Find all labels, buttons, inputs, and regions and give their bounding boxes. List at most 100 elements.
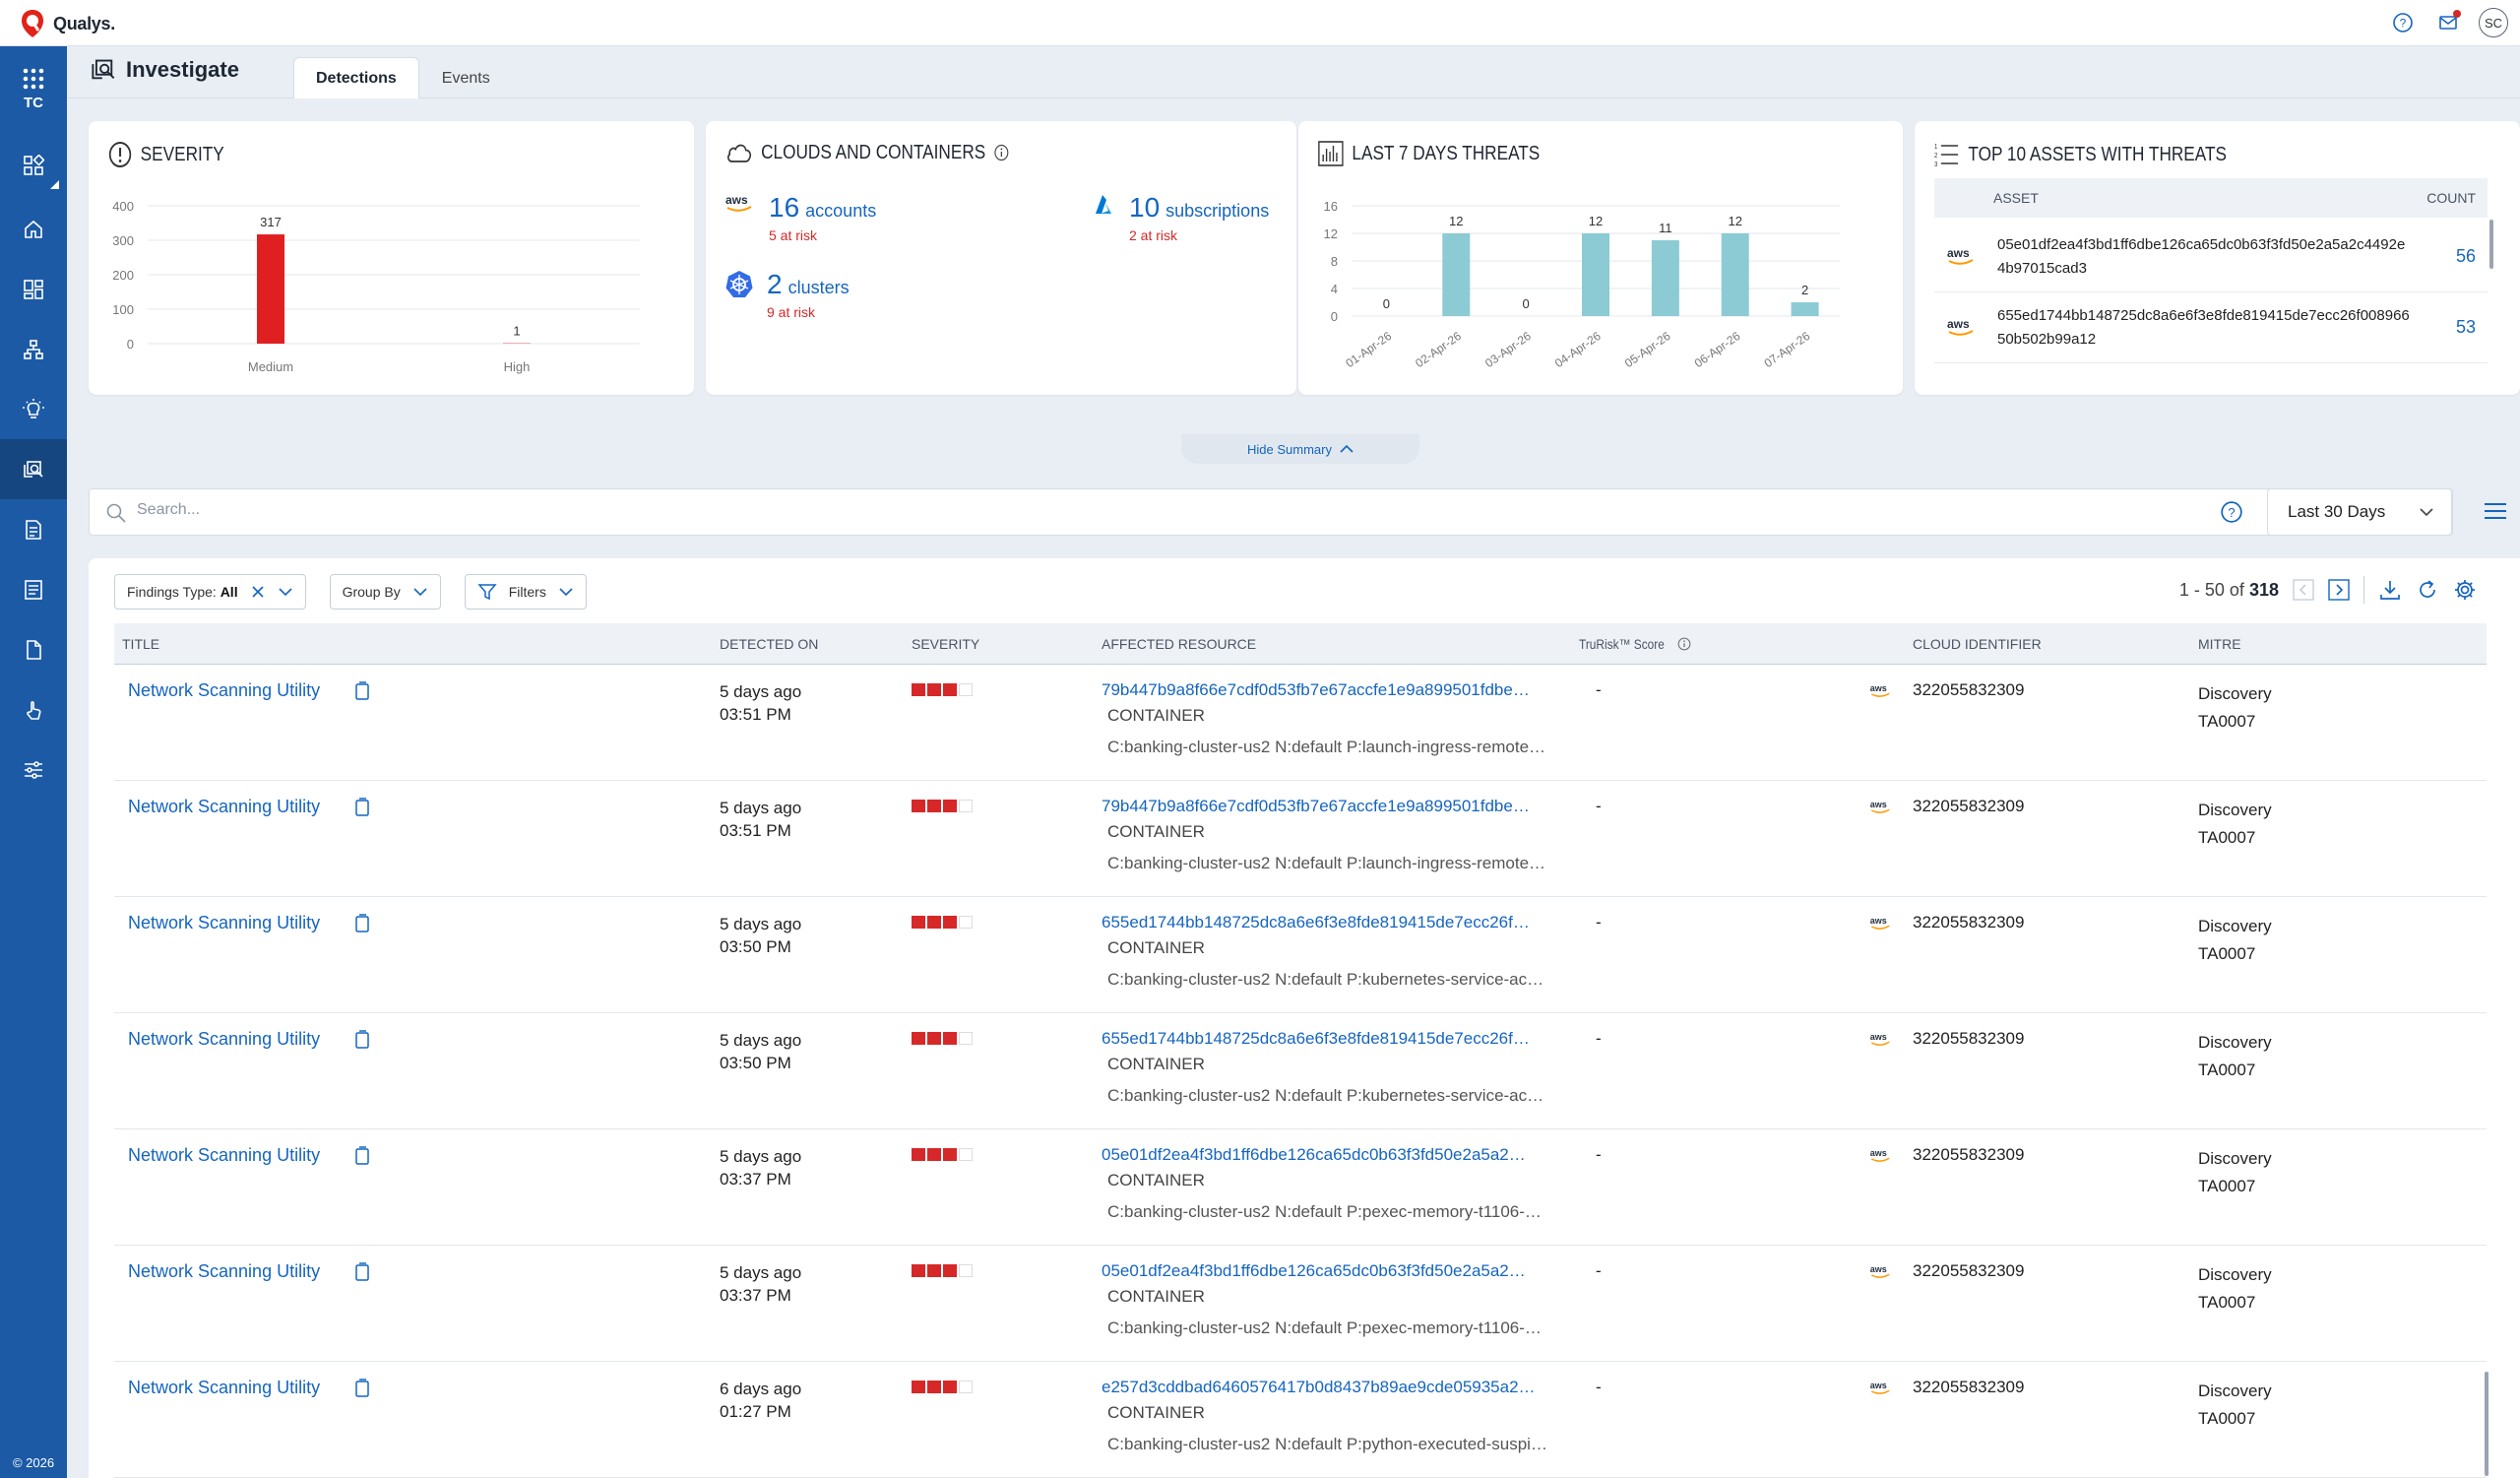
aws-icon: aws xyxy=(1870,916,1890,930)
resource-link[interactable]: 655ed1744bb148725dc8a6e6f3e8fde819415de7… xyxy=(1102,1029,1530,1048)
finding-title-link[interactable]: Network Scanning Utility xyxy=(128,1378,321,1397)
previous-page-icon[interactable] xyxy=(2293,579,2314,601)
sidebar-item-widgets[interactable] xyxy=(0,259,67,319)
copy-icon[interactable] xyxy=(353,798,371,817)
sidebar-item-documents[interactable] xyxy=(0,619,67,679)
sidebar-item-settings[interactable] xyxy=(0,739,67,800)
sidebar-item-dashboard[interactable] xyxy=(0,132,67,199)
search-input[interactable] xyxy=(137,501,2007,519)
tab-detections[interactable]: Detections xyxy=(293,57,419,98)
clear-icon[interactable] xyxy=(250,584,266,600)
table-row[interactable]: Network Scanning Utility 5 days ago 03:5… xyxy=(114,897,2487,1013)
table-row[interactable]: Network Scanning Utility 6 days ago 01:2… xyxy=(114,1362,2487,1478)
clusters-summary[interactable]: 2 clusters 9 at risk xyxy=(724,269,850,320)
table-row[interactable]: Network Scanning Utility 5 days ago 03:5… xyxy=(114,781,2487,897)
filters-button[interactable]: Filters xyxy=(464,574,587,610)
affected-resource: 655ed1744bb148725dc8a6e6f3e8fde819415de7… xyxy=(1102,1029,1564,1106)
resource-type: CONTAINER xyxy=(1107,938,1205,957)
asset-row[interactable]: aws 655ed1744bb148725dc8a6e6f3e8fde81941… xyxy=(1934,292,2488,363)
table-row[interactable]: Network Scanning Utility 5 days ago 03:5… xyxy=(114,665,2487,781)
help-icon[interactable]: ? xyxy=(2388,8,2418,37)
subscriptions-summary[interactable]: 10 subscriptions 2 at risk xyxy=(1092,192,1269,243)
svg-text:3: 3 xyxy=(1934,161,1938,168)
clusters-count[interactable]: 2 xyxy=(767,269,783,299)
y-tick-label: 12 xyxy=(1324,226,1338,241)
widgets-icon xyxy=(24,279,43,299)
column-cloud-identifier[interactable]: CLOUD IDENTIFIER xyxy=(1913,636,2042,652)
user-avatar[interactable]: SC xyxy=(2479,8,2508,37)
tab-events[interactable]: Events xyxy=(441,69,490,87)
hide-summary-toggle[interactable]: Hide Summary xyxy=(1181,434,1419,464)
resource-link[interactable]: 79b447b9a8f66e7cdf0d53fb7e67accfe1e9a899… xyxy=(1102,680,1530,699)
finding-title-link[interactable]: Network Scanning Utility xyxy=(128,913,321,932)
table-scrollbar[interactable] xyxy=(2485,1372,2488,1476)
copy-icon[interactable] xyxy=(353,681,371,701)
data-label: 0 xyxy=(1383,296,1390,311)
app-switcher[interactable]: TC xyxy=(0,46,67,132)
table-row[interactable]: Network Scanning Utility 5 days ago 03:3… xyxy=(114,1129,2487,1246)
column-detected-on[interactable]: DETECTED ON xyxy=(720,636,819,652)
group-by-select[interactable]: Group By xyxy=(329,574,441,610)
table-row[interactable]: Network Scanning Utility 5 days ago 03:5… xyxy=(114,1013,2487,1129)
sidebar-item-insights[interactable] xyxy=(0,379,67,439)
sidebar-item-investigate[interactable] xyxy=(0,439,67,499)
settings-gear-icon[interactable] xyxy=(2453,578,2477,602)
resource-link[interactable]: e257d3cddbad6460576417b0d8437b89ae9cde05… xyxy=(1102,1378,1536,1396)
copy-icon[interactable] xyxy=(353,1379,371,1398)
download-icon[interactable] xyxy=(2378,578,2402,602)
asset-count[interactable]: 56 xyxy=(2455,246,2476,266)
table-row[interactable]: Network Scanning Utility 5 days ago 03:3… xyxy=(114,1246,2487,1362)
x-tick-label: High xyxy=(504,359,531,374)
search-help-icon[interactable]: ? xyxy=(2220,500,2243,524)
finding-title-link[interactable]: Network Scanning Utility xyxy=(128,1261,321,1281)
aws-icon: aws xyxy=(1870,683,1890,697)
date-range-select[interactable]: Last 30 Days xyxy=(2267,488,2452,536)
sidebar-item-hierarchy[interactable] xyxy=(0,319,67,379)
trurisk-score: - xyxy=(1596,1261,1602,1280)
data-label: 12 xyxy=(1728,214,1741,228)
asset-id[interactable]: 655ed1744bb148725dc8a6e6f3e8fde819415de7… xyxy=(1997,306,2410,348)
resource-link[interactable]: 655ed1744bb148725dc8a6e6f3e8fde819415de7… xyxy=(1102,913,1530,932)
assets-table-header: ASSET COUNT xyxy=(1934,178,2488,218)
column-title[interactable]: TITLE xyxy=(122,636,160,652)
sidebar-item-home[interactable] xyxy=(0,199,67,259)
resource-link[interactable]: 79b447b9a8f66e7cdf0d53fb7e67accfe1e9a899… xyxy=(1102,797,1530,815)
asset-row[interactable]: aws 05e01df2ea4f3bd1ff6dbe126ca65dc0b63f… xyxy=(1934,222,2488,292)
info-icon[interactable] xyxy=(994,144,1009,161)
finding-title-link[interactable]: Network Scanning Utility xyxy=(128,797,321,816)
resource-link[interactable]: 05e01df2ea4f3bd1ff6dbe126ca65dc0b63f3fd5… xyxy=(1102,1261,1526,1280)
clusters-label[interactable]: clusters xyxy=(788,278,850,297)
asset-id[interactable]: 05e01df2ea4f3bd1ff6dbe126ca65dc0b63f3fd5… xyxy=(1997,235,2406,277)
column-mitre[interactable]: MITRE xyxy=(2198,636,2241,652)
accounts-label[interactable]: accounts xyxy=(805,201,877,221)
copy-icon[interactable] xyxy=(353,1262,371,1282)
copy-icon[interactable] xyxy=(353,1030,371,1050)
resource-link[interactable]: 05e01df2ea4f3bd1ff6dbe126ca65dc0b63f3fd5… xyxy=(1102,1145,1526,1164)
accounts-count[interactable]: 16 xyxy=(769,192,800,223)
refresh-icon[interactable] xyxy=(2416,578,2439,602)
assets-scrollbar[interactable] xyxy=(2489,220,2493,269)
column-trurisk[interactable]: TruRisk™ Score xyxy=(1579,623,1691,665)
findings-type-filter[interactable]: Findings Type: All xyxy=(114,574,306,610)
sidebar-item-list[interactable] xyxy=(0,559,67,619)
accounts-summary[interactable]: aws 16 accounts 5 at risk xyxy=(724,192,876,243)
notifications-icon[interactable] xyxy=(2433,8,2463,37)
finding-title-link[interactable]: Network Scanning Utility xyxy=(128,1145,321,1165)
brand[interactable]: Qualys. xyxy=(20,9,115,38)
aws-icon: aws xyxy=(1947,317,1974,336)
subscriptions-count[interactable]: 10 xyxy=(1129,192,1161,223)
asset-count[interactable]: 53 xyxy=(2455,317,2476,337)
finding-title-link[interactable]: Network Scanning Utility xyxy=(128,680,321,700)
copy-icon[interactable] xyxy=(353,1146,371,1166)
sidebar-item-response[interactable] xyxy=(0,679,67,739)
hamburger-menu-icon[interactable] xyxy=(2483,500,2508,522)
sidebar-item-reports[interactable] xyxy=(0,499,67,559)
subscriptions-label[interactable]: subscriptions xyxy=(1166,201,1270,221)
info-icon[interactable] xyxy=(1677,637,1691,651)
svg-text:aws: aws xyxy=(1870,916,1887,926)
column-affected-resource[interactable]: AFFECTED RESOURCE xyxy=(1102,636,1257,652)
finding-title-link[interactable]: Network Scanning Utility xyxy=(128,1029,321,1049)
copy-icon[interactable] xyxy=(353,914,371,933)
next-page-icon[interactable] xyxy=(2328,579,2350,601)
column-severity[interactable]: SEVERITY xyxy=(912,636,980,652)
